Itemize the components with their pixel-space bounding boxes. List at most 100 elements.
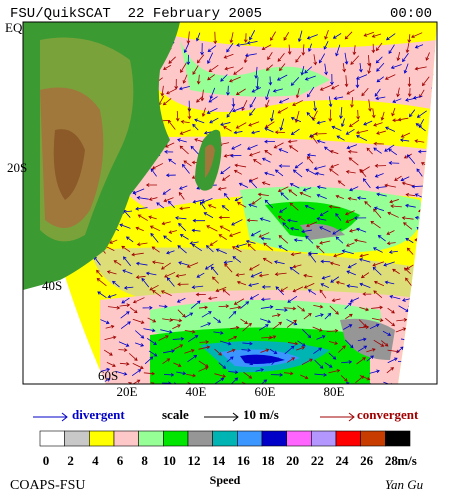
wind-arrow: [209, 117, 219, 124]
wind-arrow: [260, 305, 274, 309]
wind-arrow: [121, 297, 130, 304]
wind-arrow: [130, 379, 141, 384]
wind-arrow: [299, 191, 312, 198]
wind-arrow: [265, 89, 270, 101]
wind-arrow: [267, 335, 277, 340]
wind-arrow: [145, 271, 157, 276]
wind-arrow: [258, 324, 269, 331]
wind-arrow: [390, 64, 402, 69]
wind-arrow: [226, 85, 230, 96]
wind-arrow: [229, 231, 241, 237]
wind-arrow: [235, 88, 246, 96]
wind-arrow: [196, 272, 205, 278]
wind-arrow: [234, 196, 243, 202]
wind-arrow: [160, 290, 172, 296]
wind-arrow: [313, 165, 326, 171]
wind-arrow: [277, 215, 286, 222]
wind-arrow: [328, 352, 337, 360]
wind-arrow: [258, 273, 269, 278]
wind-arrow: [201, 107, 206, 117]
wind-arrow: [286, 357, 296, 363]
lon-label: 60E: [255, 384, 276, 399]
wind-arrow: [338, 345, 346, 353]
wind-arrow: [280, 192, 289, 201]
wind-arrow: [355, 375, 365, 384]
wind-arrow: [405, 192, 416, 197]
wind-arrow: [282, 222, 290, 230]
wind-arrow: [375, 96, 386, 101]
wind-arrow: [221, 205, 230, 212]
wind-arrow: [273, 260, 285, 265]
wind-arrow: [303, 273, 313, 278]
wind-arrow: [307, 86, 315, 98]
footer-left: COAPS-FSU: [10, 478, 85, 493]
wind-arrow: [219, 340, 232, 346]
wind-arrow: [260, 379, 268, 384]
wind-arrow: [287, 295, 298, 303]
wind-arrow: [190, 300, 201, 309]
scale-label: scale: [162, 407, 189, 422]
wind-arrow: [385, 317, 396, 327]
wind-arrow: [396, 87, 400, 98]
wind-arrow: [302, 187, 312, 192]
wind-arrow: [240, 301, 250, 309]
colorbar-tick-label: 6: [117, 453, 124, 468]
wind-arrow: [235, 122, 247, 129]
wind-arrow: [172, 336, 185, 341]
wind-arrow: [163, 197, 174, 203]
wind-arrow: [350, 97, 354, 108]
wind-arrow: [262, 257, 273, 264]
wind-arrow: [440, 357, 448, 363]
wind-arrow: [263, 242, 274, 251]
wind-arrow: [166, 277, 175, 287]
wind-arrow: [231, 219, 243, 226]
wind-arrow: [439, 333, 448, 339]
colorbar-swatch: [64, 430, 90, 447]
wind-arrow: [134, 342, 145, 347]
wind-arrow: [233, 130, 243, 135]
wind-arrow: [284, 345, 295, 355]
wind-arrow: [177, 245, 187, 254]
wind-arrow: [340, 381, 350, 384]
wind-arrow: [406, 247, 414, 255]
wind-arrow: [355, 74, 368, 80]
wind-arrow: [217, 186, 227, 191]
wind-arrow: [305, 235, 314, 244]
wind-arrow: [345, 313, 353, 320]
wind-arrow: [344, 339, 354, 349]
wind-arrow: [200, 322, 212, 328]
wind-arrow: [396, 318, 408, 322]
wind-arrow: [161, 381, 172, 384]
wind-arrow: [359, 253, 369, 258]
wind-arrow: [314, 132, 327, 136]
wind-arrow: [265, 64, 273, 71]
scale-arrow: [204, 412, 239, 422]
wind-arrow: [96, 269, 103, 278]
wind-arrow: [242, 341, 253, 346]
wind-arrow: [241, 348, 251, 353]
wind-arrow: [187, 381, 198, 384]
wind-arrow: [387, 307, 395, 314]
wind-arrow: [372, 247, 383, 253]
wind-arrow: [136, 242, 148, 247]
wind-arrow: [214, 348, 222, 356]
wind-arrow: [425, 52, 430, 61]
wind-arrow: [279, 207, 288, 213]
wind-arrow: [260, 318, 272, 324]
wind-arrow: [377, 235, 386, 242]
wind-arrow: [277, 52, 285, 62]
wind-arrow: [105, 324, 115, 329]
wind-arrow: [115, 370, 128, 376]
wind-arrow: [246, 218, 258, 223]
wind-arrow: [355, 78, 360, 89]
wind-arrow: [191, 285, 204, 289]
wind-arrow: [242, 322, 252, 332]
wind-arrow: [333, 96, 344, 101]
wind-arrow: [414, 44, 424, 49]
wind-arrow: [324, 312, 332, 320]
wind-arrow: [164, 271, 176, 278]
wind-arrow: [200, 89, 205, 102]
wind-arrow: [182, 74, 188, 84]
wind-arrow: [313, 304, 324, 309]
wind-arrow: [367, 55, 371, 67]
